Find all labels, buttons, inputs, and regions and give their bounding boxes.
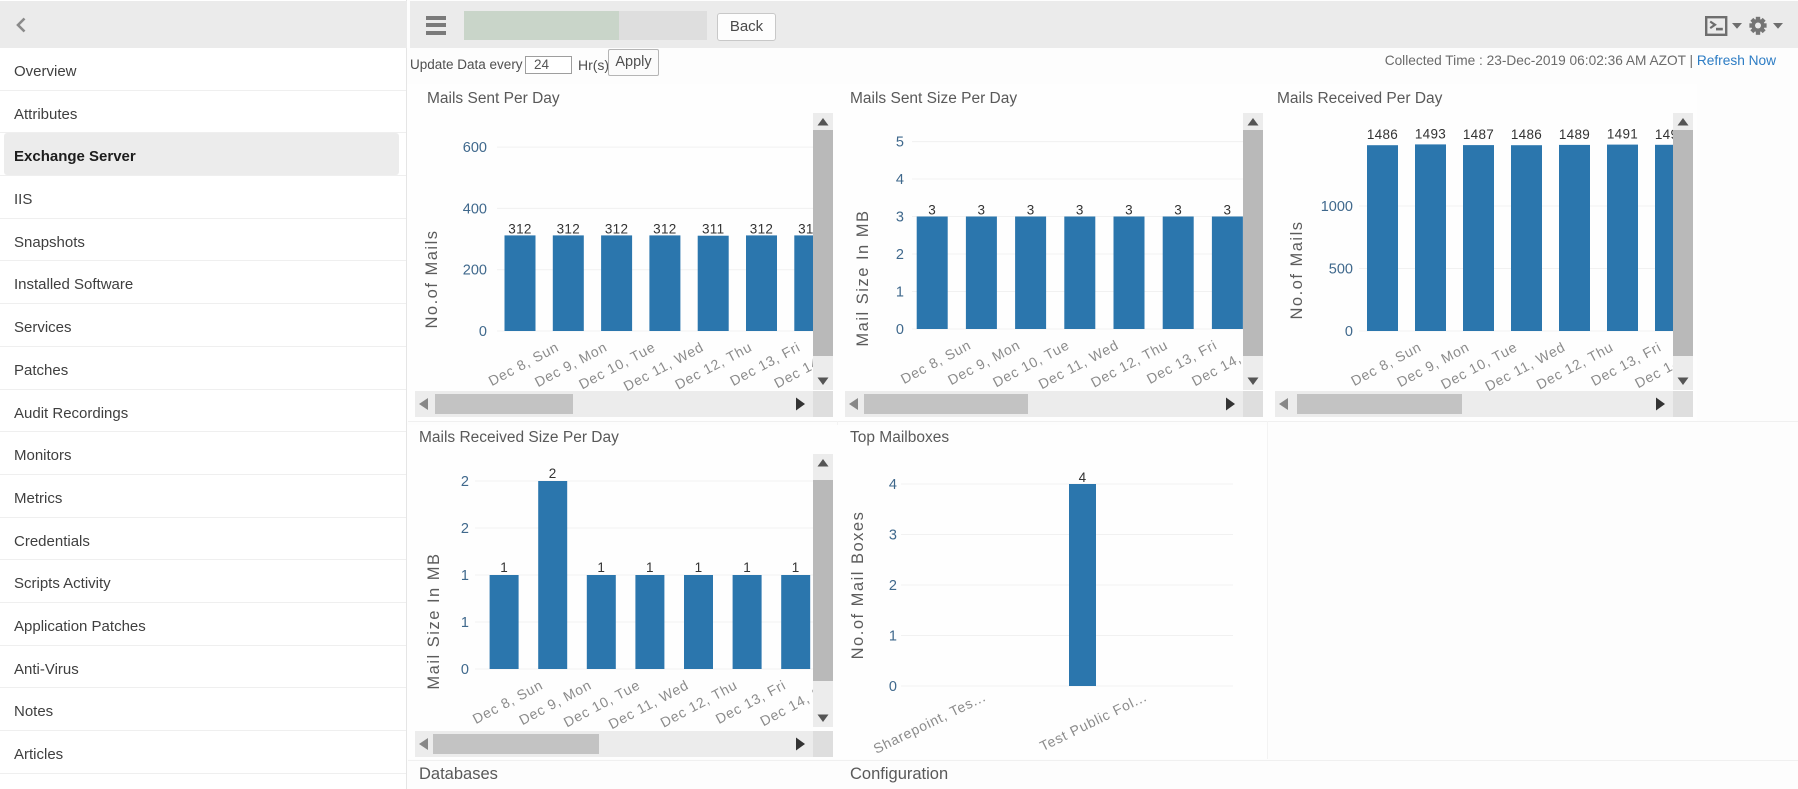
svg-text:1: 1 (597, 560, 605, 575)
svg-text:312: 312 (605, 221, 628, 236)
svg-text:1: 1 (646, 560, 654, 575)
svg-text:3: 3 (896, 210, 904, 226)
svg-text:1489: 1489 (1559, 127, 1590, 142)
svg-text:3: 3 (1174, 203, 1182, 218)
svg-text:0: 0 (896, 322, 904, 338)
svg-text:4: 4 (896, 172, 904, 188)
svg-text:312: 312 (557, 221, 580, 236)
svg-text:2: 2 (461, 474, 469, 490)
svg-text:312: 312 (508, 221, 531, 236)
svg-text:3: 3 (1125, 203, 1133, 218)
svg-text:312: 312 (653, 221, 676, 236)
svg-text:0: 0 (461, 662, 469, 678)
svg-text:Mails Sent Per Day: Mails Sent Per Day (427, 90, 560, 107)
svg-text:1487: 1487 (1463, 127, 1494, 142)
svg-text:2: 2 (461, 521, 469, 537)
svg-text:1000: 1000 (1321, 199, 1353, 215)
svg-text:No.of Mails: No.of Mails (1288, 220, 1306, 319)
svg-text:1491: 1491 (1607, 127, 1638, 142)
svg-text:1: 1 (695, 560, 703, 575)
svg-text:200: 200 (463, 263, 487, 279)
svg-text:0: 0 (1345, 324, 1353, 340)
svg-text:1: 1 (792, 560, 800, 575)
svg-text:No.of Mails: No.of Mails (423, 229, 441, 328)
svg-text:No.of Mail Boxes: No.of Mail Boxes (849, 511, 867, 660)
svg-text:Mail Size In MB: Mail Size In MB (425, 552, 443, 689)
svg-text:311: 311 (702, 222, 724, 237)
svg-text:Mail Size In MB: Mail Size In MB (854, 209, 872, 346)
svg-text:600: 600 (463, 140, 487, 156)
svg-text:1: 1 (500, 560, 508, 575)
svg-text:1486: 1486 (1511, 127, 1542, 142)
svg-text:1493: 1493 (1415, 126, 1446, 141)
svg-text:312: 312 (750, 221, 773, 236)
svg-text:1486: 1486 (1367, 127, 1398, 142)
svg-text:1: 1 (461, 615, 469, 631)
svg-text:3: 3 (1027, 203, 1035, 218)
svg-text:2: 2 (889, 578, 897, 594)
svg-text:Mails Received Size Per Day: Mails Received Size Per Day (419, 429, 619, 446)
svg-text:4: 4 (889, 477, 897, 493)
svg-text:4: 4 (1079, 470, 1087, 485)
svg-text:1: 1 (889, 629, 897, 645)
svg-text:1: 1 (461, 568, 469, 584)
svg-text:3: 3 (889, 528, 897, 544)
svg-text:1: 1 (896, 285, 904, 301)
svg-text:0: 0 (479, 324, 487, 340)
svg-text:0: 0 (889, 679, 897, 695)
svg-text:Mails Sent Size Per Day: Mails Sent Size Per Day (850, 90, 1017, 107)
svg-text:2: 2 (896, 247, 904, 263)
svg-text:3: 3 (1076, 203, 1084, 218)
svg-text:Top Mailboxes: Top Mailboxes (850, 429, 949, 446)
svg-text:3: 3 (977, 203, 985, 218)
svg-text:3: 3 (928, 203, 936, 218)
svg-text:1: 1 (743, 560, 751, 575)
svg-text:400: 400 (463, 201, 487, 217)
svg-text:3: 3 (1223, 203, 1231, 218)
svg-text:Mails Received Per Day: Mails Received Per Day (1277, 90, 1443, 107)
svg-text:1490: 1490 (1655, 127, 1686, 142)
svg-text:500: 500 (1329, 262, 1353, 278)
svg-text:2: 2 (549, 466, 557, 481)
svg-text:312: 312 (798, 221, 821, 236)
svg-text:5: 5 (896, 135, 904, 151)
